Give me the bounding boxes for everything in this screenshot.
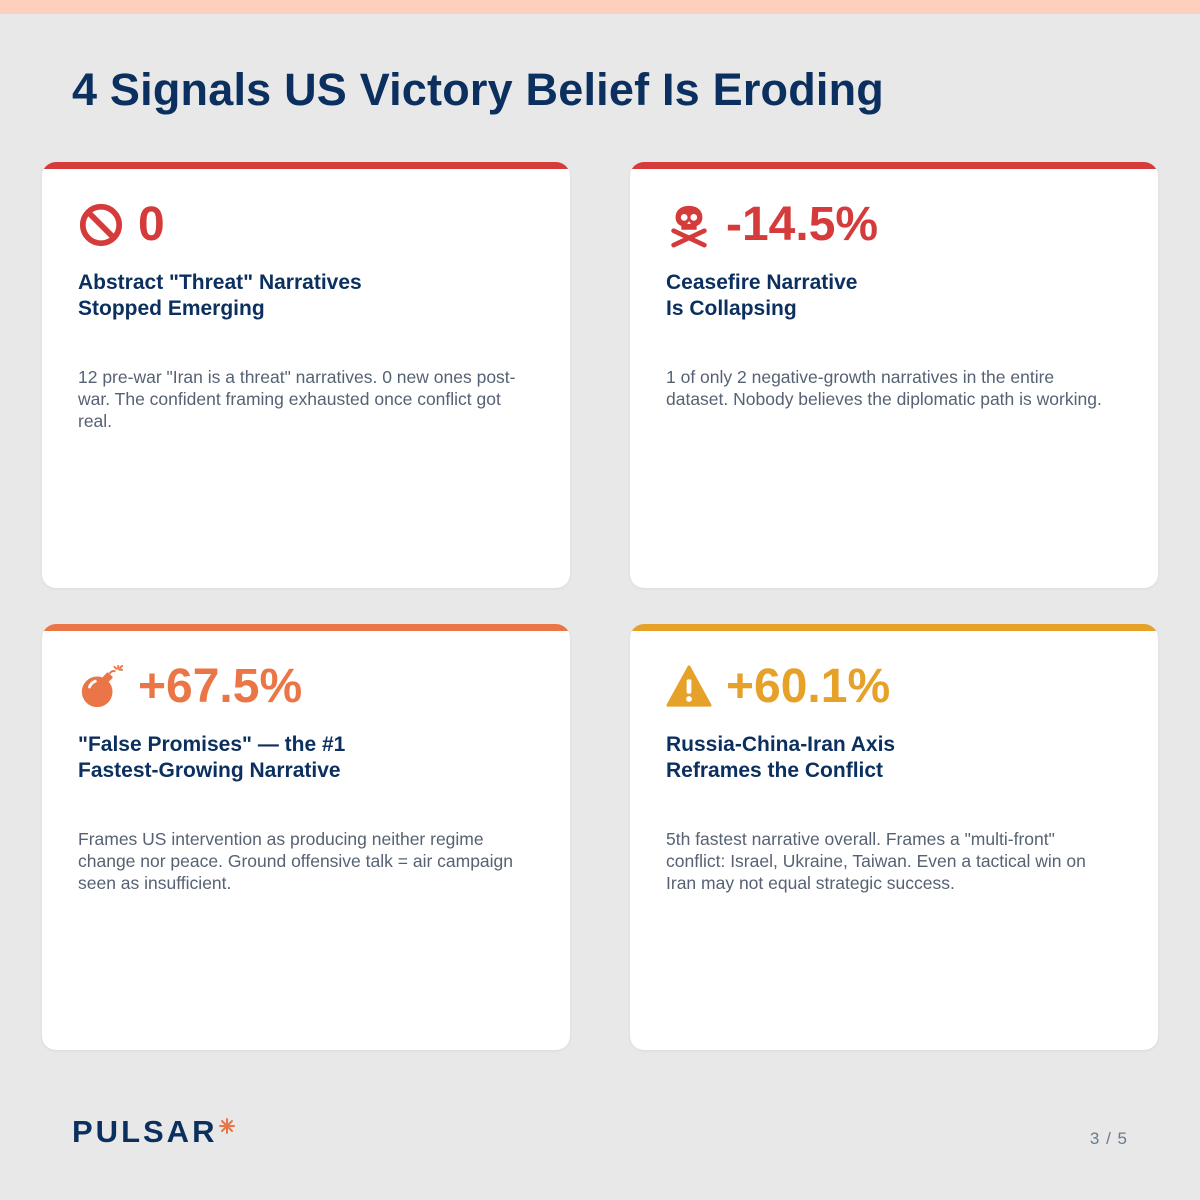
stat-value: +67.5% (138, 660, 303, 713)
card-heading-line: Ceasefire Narrative (666, 271, 858, 294)
card-heading-line: Stopped Emerging (78, 297, 265, 320)
card-body: 1 of only 2 negative-growth narratives i… (666, 367, 1102, 409)
page-counter: 3 / 5 (1089, 1129, 1128, 1148)
card-heading: "False Promises" — the #1 Fastest-Growin… (78, 732, 498, 784)
card-heading: Russia-China-Iran Axis Reframes the Conf… (666, 732, 1086, 784)
signal-card-threat-narratives: 0 Abstract "Threat" Narratives Stopped E… (42, 162, 570, 588)
signal-card-axis: +60.1% Russia-China-Iran Axis Reframes t… (630, 624, 1158, 1050)
card-heading: Ceasefire Narrative Is Collapsing (666, 270, 1086, 322)
card-body: 12 pre-war "Iran is a threat" narratives… (78, 367, 516, 431)
stat-row: +67.5% (78, 660, 302, 714)
card-accent-bar (42, 162, 570, 169)
warning-icon (666, 665, 712, 707)
stat-row: 0 (78, 198, 165, 252)
signal-card-ceasefire: -14.5% Ceasefire Narrative Is Collapsing… (630, 162, 1158, 588)
stat-value: -14.5% (726, 198, 879, 251)
brand-logo: PULSAR (72, 1114, 236, 1150)
card-heading-line: Reframes the Conflict (666, 759, 884, 782)
stat-value: +60.1% (726, 660, 891, 713)
skull-crossbones-icon (671, 205, 707, 248)
stat-row: -14.5% (666, 198, 878, 252)
bomb-icon (81, 664, 124, 708)
stat-row: +60.1% (666, 660, 890, 714)
card-heading-line: "False Promises" — the #1 (78, 733, 346, 756)
brand-name: PULSAR (72, 1114, 218, 1149)
card-accent-bar (42, 624, 570, 631)
card-body: 5th fastest narrative overall. Frames a … (666, 829, 1086, 893)
top-accent-bar (0, 0, 1200, 14)
stat-value: 0 (138, 198, 165, 251)
card-heading-line: Fastest-Growing Narrative (78, 759, 341, 782)
card-heading-line: Russia-China-Iran Axis (666, 733, 896, 756)
signal-card-false-promises: +67.5% "False Promises" — the #1 Fastest… (42, 624, 570, 1050)
card-accent-bar (630, 624, 1158, 631)
card-heading-line: Abstract "Threat" Narratives (78, 271, 362, 294)
prohibited-icon (79, 203, 123, 247)
card-body: Frames US intervention as producing neit… (78, 829, 514, 893)
card-heading-line: Is Collapsing (666, 297, 797, 320)
page-title: 4 Signals US Victory Belief Is Eroding (72, 64, 884, 115)
starburst-icon (219, 1118, 236, 1134)
card-accent-bar (630, 162, 1158, 169)
card-heading: Abstract "Threat" Narratives Stopped Eme… (78, 270, 498, 322)
